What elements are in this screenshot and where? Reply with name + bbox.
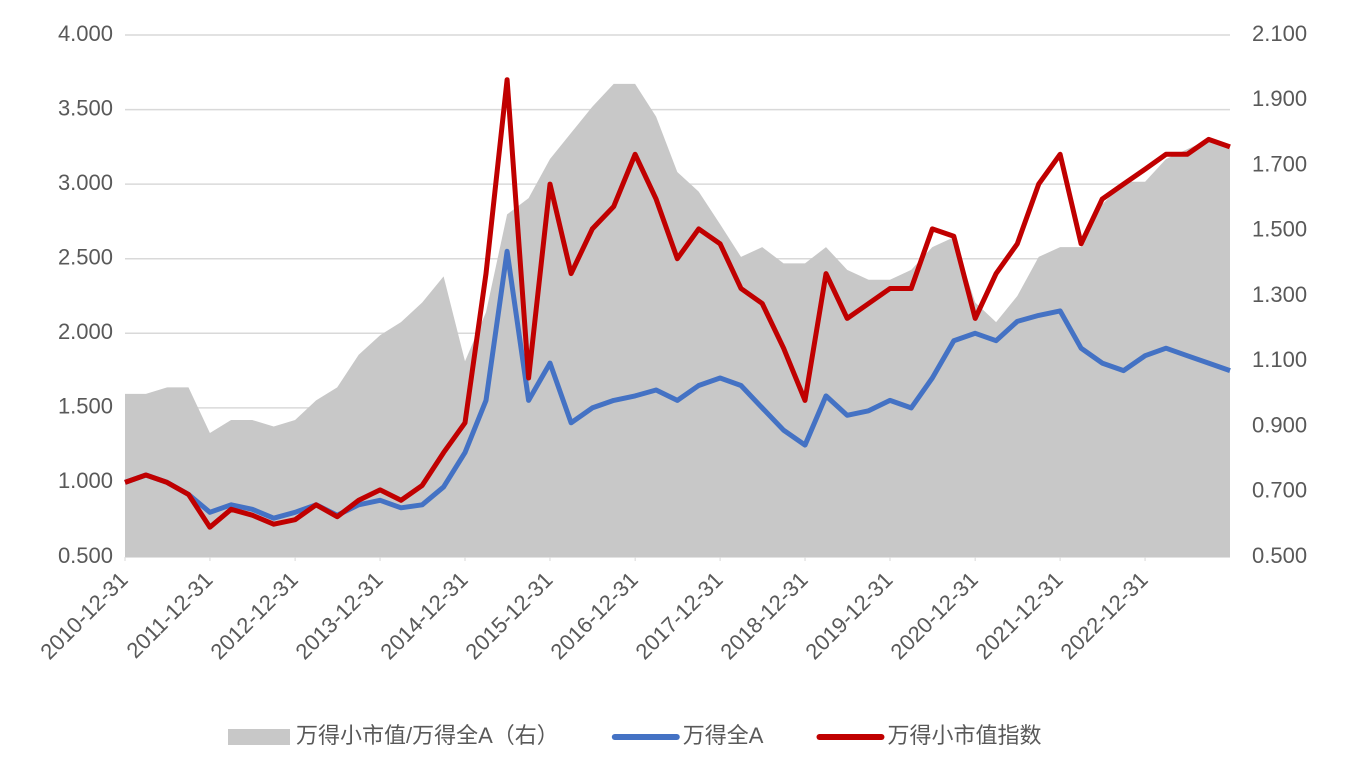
x-tick-label: 2019-12-31: [800, 567, 897, 664]
y-tick-label: 2.500: [58, 245, 113, 270]
y-tick-label: 0.500: [58, 543, 113, 568]
x-tick-label: 2012-12-31: [206, 567, 303, 664]
y2-tick-label: 0.700: [1252, 478, 1307, 503]
x-tick-label: 2017-12-31: [630, 567, 727, 664]
y-tick-label: 2.000: [58, 319, 113, 344]
legend-label: 万得全A: [683, 723, 764, 748]
y2-tick-label: 0.500: [1252, 543, 1307, 568]
x-tick-label: 2021-12-31: [970, 567, 1067, 664]
x-tick-label: 2010-12-31: [35, 567, 132, 664]
y2-tick-label: 1.900: [1252, 86, 1307, 111]
y-tick-label: 3.500: [58, 95, 113, 120]
x-tick-label: 2016-12-31: [546, 567, 643, 664]
y-tick-label: 3.000: [58, 170, 113, 195]
x-tick-label: 2018-12-31: [715, 567, 812, 664]
x-tick-label: 2015-12-31: [460, 567, 557, 664]
lines: [124, 77, 1231, 530]
x-tick-label: 2020-12-31: [886, 567, 983, 664]
area: [125, 83, 1230, 558]
y2-tick-label: 2.100: [1252, 21, 1307, 46]
y2-tick-label: 1.700: [1252, 151, 1307, 176]
y-tick-label: 4.000: [58, 21, 113, 46]
legend-label: 万得小市值/万得全A（右）: [296, 723, 559, 748]
x-tick-label: 2011-12-31: [121, 567, 217, 663]
x-tick-label: 2014-12-31: [375, 567, 472, 664]
areas: [125, 83, 1230, 558]
legend-swatch: [228, 729, 290, 745]
y-tick-label: 1.500: [58, 394, 113, 419]
y-tick-label: 1.000: [58, 468, 113, 493]
y2-tick-label: 1.100: [1252, 347, 1307, 372]
line: [124, 77, 1231, 530]
y2-tick-label: 1.500: [1252, 217, 1307, 242]
legend-label: 万得小市值指数: [887, 723, 1041, 748]
x-tick-label: 2013-12-31: [290, 567, 387, 664]
x-tick-label: 2022-12-31: [1055, 567, 1152, 664]
y2-tick-label: 1.300: [1252, 282, 1307, 307]
y2-tick-label: 0.900: [1252, 412, 1307, 437]
